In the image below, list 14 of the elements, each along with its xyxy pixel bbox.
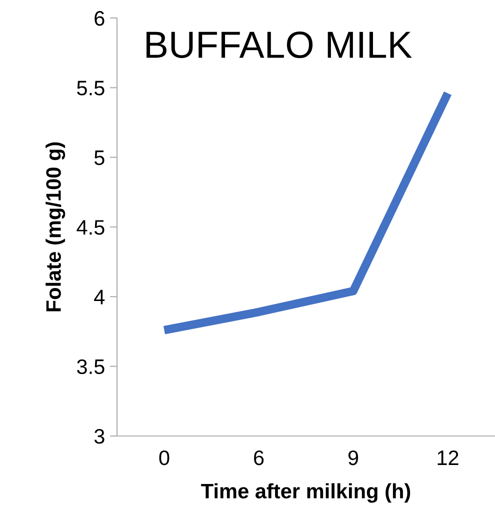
y-tick-label: 3 <box>94 429 104 444</box>
x-tick-label: 12 <box>438 450 458 465</box>
y-tick-label: 5.5 <box>77 80 104 96</box>
x-axis-title: Time after milking (h) <box>201 483 410 503</box>
y-tick-label: 4.5 <box>76 220 104 235</box>
x-tick-label: 9 <box>348 450 358 466</box>
x-tick-label: 0 <box>159 450 170 466</box>
chart-title: BUFFALO MILK <box>146 32 412 58</box>
y-tick-label: 3.5 <box>77 359 104 374</box>
y-tick-label: 5 <box>94 150 104 166</box>
y-tick-label: 6 <box>94 11 104 26</box>
y-axis-title: Folate (mg/100 g) <box>46 142 66 312</box>
y-tick-label: 4 <box>94 290 105 304</box>
x-tick-label: 6 <box>254 450 264 466</box>
